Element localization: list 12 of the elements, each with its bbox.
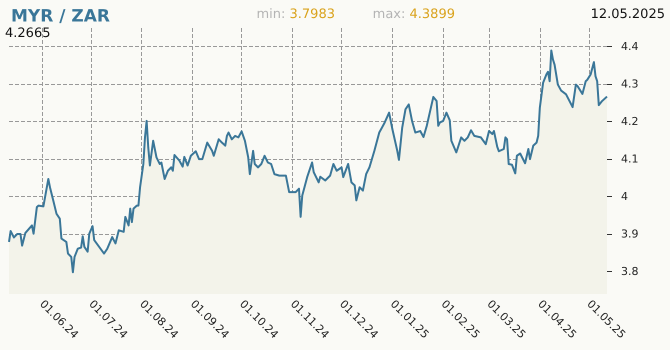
y-tick-label: 4: [621, 190, 628, 204]
y-tick-label: 4.1: [621, 152, 638, 166]
text: 12.05.2025: [590, 7, 666, 22]
chart-title: MYR / ZAR: [11, 6, 110, 26]
y-tick-label: 4.4: [621, 40, 638, 54]
y-tick-label: 3.8: [621, 265, 638, 278]
y-tick-label: 4.2: [621, 115, 638, 128]
y-tick-label: 4.3: [621, 78, 638, 91]
text: max: 4.3899: [372, 7, 456, 22]
y-tick-label: 3.9: [621, 228, 638, 241]
text: min: 3.7983: [256, 7, 336, 22]
annotation: 4.2665: [5, 26, 50, 41]
